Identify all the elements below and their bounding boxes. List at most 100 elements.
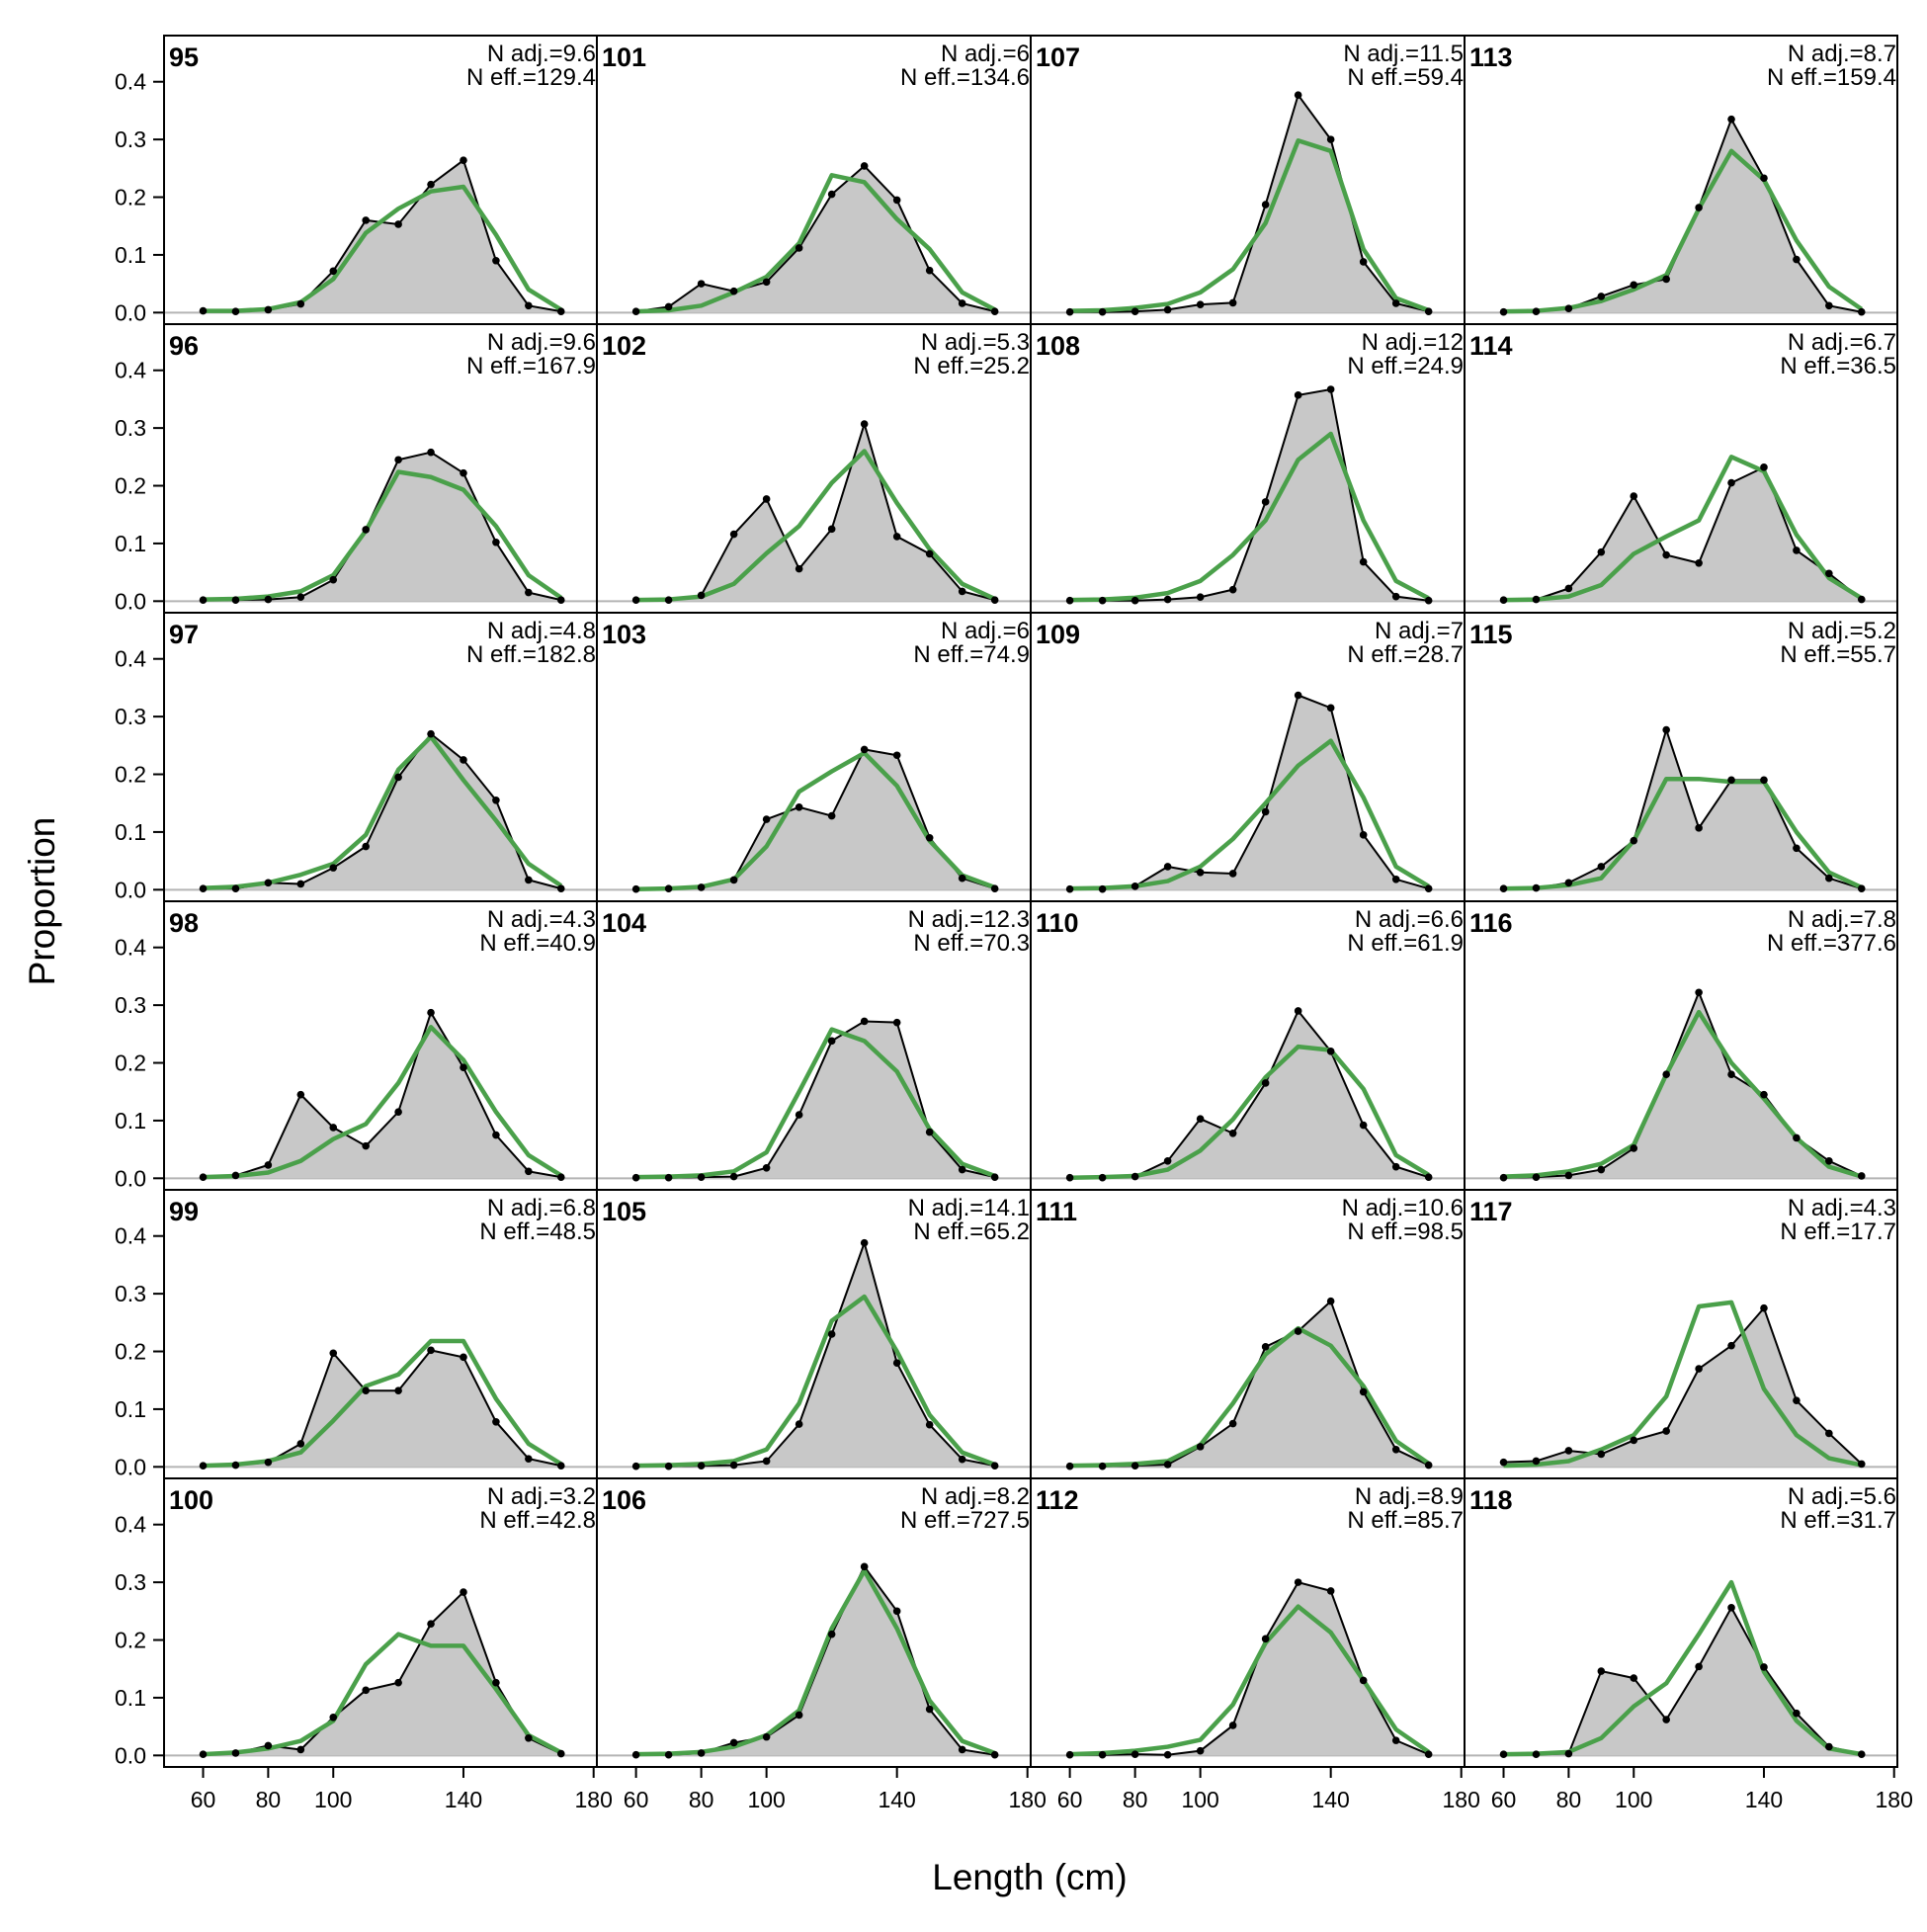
y-tick-label: 0.3 — [115, 704, 146, 729]
observed-point — [1760, 1090, 1768, 1099]
observed-point — [1261, 1343, 1270, 1351]
observed-point — [1131, 882, 1139, 890]
panel-year-label: 110 — [1036, 908, 1079, 938]
n-eff-label: N eff.=25.2 — [913, 353, 1030, 379]
expected-line — [1069, 1325, 1430, 1469]
y-tick-label: 0.2 — [115, 473, 146, 499]
observed-point — [362, 216, 370, 224]
observed-point — [827, 190, 836, 199]
observed-point — [1532, 595, 1541, 604]
observed-point — [1228, 585, 1237, 594]
observed-point — [1499, 307, 1508, 316]
observed-point — [729, 530, 738, 539]
observed-point — [394, 220, 402, 228]
observed-point — [1793, 255, 1801, 264]
observed-point — [556, 884, 565, 892]
n-eff-label: N eff.=28.7 — [1347, 641, 1464, 668]
observed-point — [1261, 1635, 1270, 1643]
panel-year-label: 103 — [602, 620, 646, 649]
observed-point — [1564, 584, 1573, 593]
n-eff-label: N eff.=129.4 — [466, 64, 596, 91]
observed-point — [1630, 1144, 1638, 1152]
observed-point — [1727, 1070, 1735, 1078]
n-eff-label: N eff.=70.3 — [913, 930, 1030, 957]
observed-point — [1424, 596, 1433, 605]
observed-point — [631, 1462, 640, 1470]
y-tick-label: 0.0 — [115, 1454, 146, 1479]
x-tick-label: 100 — [747, 1787, 785, 1812]
observed-point — [1196, 1443, 1205, 1451]
n-eff-label: N eff.=65.2 — [913, 1218, 1030, 1245]
observed-point — [860, 1017, 869, 1026]
observed-point — [1564, 1749, 1573, 1758]
observed-point — [362, 1386, 370, 1395]
observed-point — [990, 1173, 999, 1181]
expected-line — [1503, 776, 1863, 891]
observed-point — [1163, 1461, 1172, 1469]
observed-point — [264, 1458, 273, 1467]
observed-point — [1662, 725, 1670, 734]
expected-line — [1069, 738, 1430, 891]
observed-point — [231, 307, 240, 315]
panel-year-label: 109 — [1036, 620, 1080, 649]
observed-point — [958, 1455, 966, 1464]
expected-line — [1069, 431, 1430, 603]
observed-point — [1196, 1115, 1205, 1123]
observed-point — [1326, 385, 1335, 393]
observed-point — [427, 180, 435, 189]
observed-point — [1793, 546, 1801, 554]
observed-point — [958, 1165, 966, 1174]
observed-point — [1630, 492, 1638, 500]
observed-point — [1196, 869, 1205, 877]
observed-point — [329, 1349, 338, 1358]
observed-point — [492, 1678, 500, 1687]
observed-point — [1597, 1667, 1606, 1675]
y-tick-label: 0.2 — [115, 762, 146, 788]
panel-year-label: 95 — [169, 42, 199, 72]
observed-point — [729, 1172, 738, 1181]
panel-118: 118 N adj.=5.6N eff.=31.7 — [1464, 1477, 1898, 1768]
observed-point — [1196, 300, 1205, 308]
observed-point — [1294, 391, 1302, 399]
observed-point — [329, 267, 338, 276]
panel-year-label: 117 — [1469, 1197, 1513, 1226]
observed-line — [1069, 92, 1429, 313]
x-tick-label: 100 — [1181, 1787, 1218, 1812]
observed-area — [635, 165, 995, 313]
observed-point — [525, 876, 533, 884]
panel-year-label: 105 — [602, 1197, 646, 1226]
panel-95: 95 N adj.=9.6N eff.=129.4 — [163, 35, 598, 325]
observed-point — [1391, 592, 1400, 601]
panel-105: 105 N adj.=14.1N eff.=65.2 — [596, 1189, 1032, 1479]
expected-line — [1069, 1604, 1430, 1757]
observed-point — [762, 815, 771, 823]
observed-point — [556, 1173, 565, 1181]
observed-point — [1857, 307, 1866, 316]
expected-line — [1069, 138, 1430, 313]
expected-line — [203, 1632, 562, 1757]
observed-point — [827, 1330, 836, 1338]
observed-point — [1662, 1427, 1670, 1435]
y-tick-label: 0.0 — [115, 877, 146, 902]
x-tick-label: 60 — [1057, 1787, 1083, 1812]
observed-point — [631, 1750, 640, 1759]
observed-point — [231, 1461, 240, 1470]
observed-point — [664, 596, 673, 604]
observed-point — [990, 1750, 999, 1759]
observed-point — [1760, 463, 1768, 471]
observed-area — [203, 1350, 561, 1468]
observed-point — [199, 1173, 208, 1181]
observed-area — [1069, 695, 1429, 890]
observed-point — [394, 1678, 402, 1687]
observed-point — [795, 1111, 803, 1119]
observed-point — [827, 525, 836, 534]
panel-year-label: 113 — [1469, 42, 1513, 72]
panel-100: 100 N adj.=3.2N eff.=42.8 — [163, 1477, 598, 1768]
panel-year-label: 112 — [1036, 1485, 1079, 1515]
observed-point — [697, 883, 706, 891]
observed-point — [525, 301, 533, 310]
y-tick-label: 0.2 — [115, 1050, 146, 1076]
observed-point — [925, 1128, 934, 1136]
y-tick-label: 0.3 — [115, 415, 146, 441]
